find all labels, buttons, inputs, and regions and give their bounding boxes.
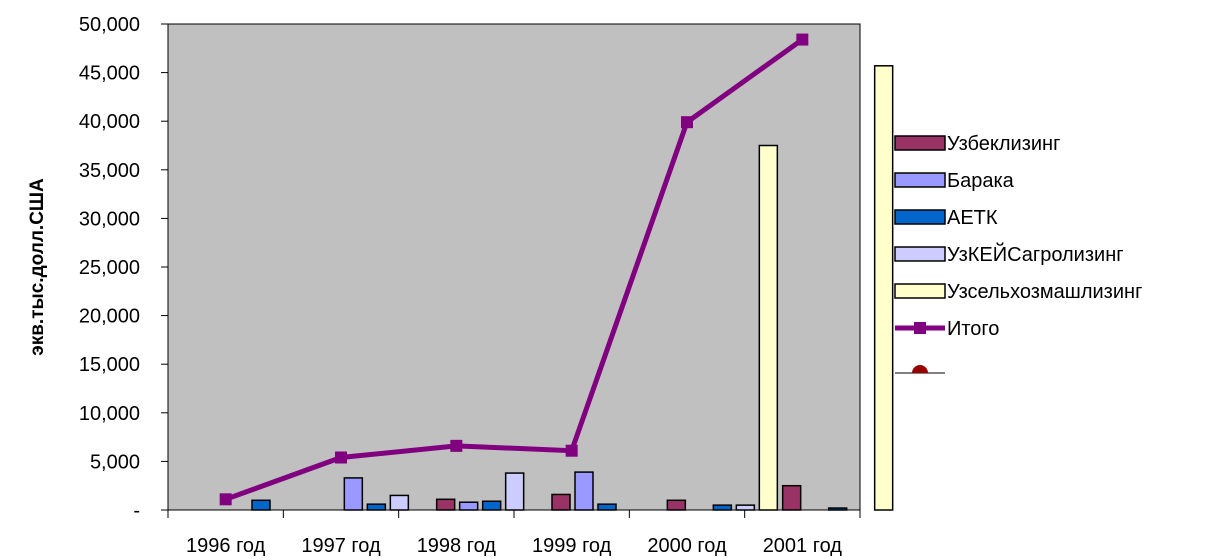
- y-tick-label: 10,000: [79, 403, 140, 425]
- legend-label: Итого: [947, 318, 999, 340]
- legend-label: Барака: [947, 170, 1015, 192]
- line-series-Итого: [224, 37, 804, 502]
- bar-Узбеклизинг-2001 год: [781, 484, 802, 511]
- legend-label: Узбеклизинг: [947, 133, 1060, 155]
- legend-label: Узсельхозмашлизинг: [947, 281, 1142, 303]
- x-tick-label: 2000 год: [647, 535, 727, 557]
- bar-АЕТК-1996 год: [251, 499, 271, 511]
- bar-АЕТК-1997 год: [366, 503, 387, 511]
- y-tick-label: 5,000: [90, 451, 140, 473]
- point-Итого-1999 год: [565, 444, 578, 457]
- x-tick-label: 1996 год: [186, 535, 266, 557]
- bar-АЕТК-1998 год: [481, 500, 502, 511]
- x-tick-label: 1999 год: [532, 535, 612, 557]
- legend-label: УзКЕЙСагролизинг: [947, 242, 1124, 266]
- bar-АЕТК-1999 год: [597, 503, 617, 511]
- bar-Узбеклизинг-1999 год: [551, 493, 571, 511]
- legend-swatch-Барака: [894, 172, 946, 188]
- legend-swatch-УзКЕЙСагролизинг: [894, 246, 946, 262]
- legend-extra-marker: [912, 365, 928, 373]
- x-tick-label: 2001 год: [763, 535, 843, 557]
- point-Итого-1997 год: [335, 451, 347, 464]
- bar-Барака-1997 год: [343, 477, 364, 511]
- legend-label: АЕТК: [947, 207, 998, 229]
- axes: - 5,000 10,000 15,000 20,000 25,000 30,000 35,0…: [79, 14, 861, 557]
- bar-АЕТК-2000 год: [712, 504, 733, 511]
- y-tick-label: 50,000: [79, 14, 140, 36]
- point-Итого-1996 год: [219, 493, 232, 506]
- legend: Узбеклизинг Барака АЕТК УзКЕЙСагролизинг Узс…: [894, 133, 1142, 374]
- bar-Барака-1999 год: [574, 471, 594, 511]
- legend-marker-Итого: [914, 322, 926, 334]
- point-Итого-2000 год: [681, 116, 693, 129]
- point-Итого-2001 год: [796, 33, 809, 46]
- bar-УзКЕЙСагролизинг-1998 год: [504, 472, 525, 511]
- y-tick-label: 20,000: [79, 306, 140, 328]
- point-Итого-1998 год: [450, 439, 463, 452]
- y-tick-label: -: [133, 500, 140, 522]
- legend-swatch-Узсельхозмашлизинг: [894, 283, 946, 299]
- bar-Узбеклизинг-2000 год: [666, 499, 687, 511]
- bar-Барака-1998 год: [458, 501, 479, 511]
- bar-layer: [251, 65, 894, 511]
- legend-swatch-Узбеклизинг: [894, 135, 946, 151]
- legend-swatch-АЕТК: [894, 209, 946, 225]
- x-tick-label: 1997 год: [301, 535, 381, 557]
- y-axis-title: экв.тыс.долл.США: [27, 178, 48, 356]
- y-tick-label: 30,000: [79, 208, 140, 230]
- line-layer: [219, 33, 809, 506]
- bar-УзКЕЙСагролизинг-1997 год: [389, 494, 410, 511]
- bar-Узсельхозмашлизинг-2001 год: [873, 65, 894, 511]
- y-tick-label: 25,000: [79, 257, 140, 279]
- plot-area: [167, 23, 861, 511]
- x-tick-label: 1998 год: [417, 535, 497, 557]
- y-tick-label: 40,000: [79, 111, 140, 133]
- bar-Узбеклизинг-1998 год: [435, 498, 456, 511]
- y-tick-label: 35,000: [79, 160, 140, 182]
- bar-Узсельхозмашлизинг-2000 год: [758, 144, 779, 511]
- y-tick-label: 15,000: [79, 354, 140, 376]
- y-tick-label: 45,000: [79, 63, 140, 85]
- bar-УзКЕЙСагролизинг-2000 год: [735, 504, 756, 511]
